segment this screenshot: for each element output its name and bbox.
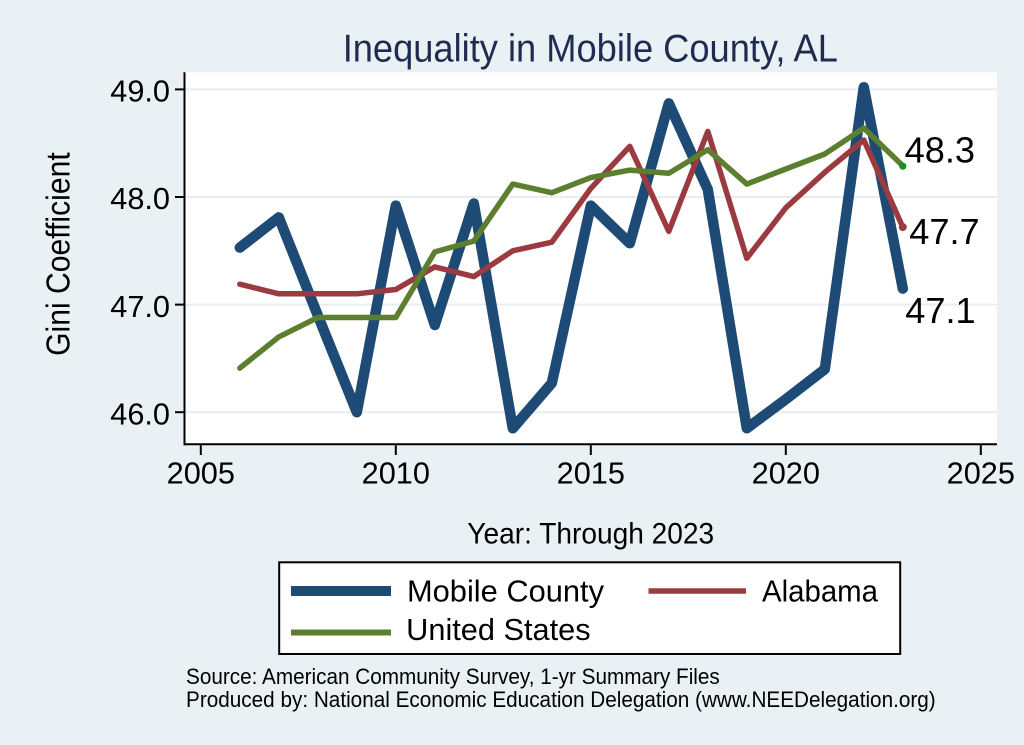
svg-text:United States: United States <box>406 613 590 647</box>
svg-text:47.7: 47.7 <box>909 211 979 252</box>
svg-text:Alabama: Alabama <box>762 575 878 609</box>
svg-text:Year: Through 2023: Year: Through 2023 <box>467 517 714 550</box>
svg-text:48.3: 48.3 <box>905 129 975 170</box>
svg-text:2010: 2010 <box>362 455 430 490</box>
svg-text:2020: 2020 <box>752 455 820 490</box>
svg-text:2005: 2005 <box>167 455 235 490</box>
svg-text:Produced by: National Economic: Produced by: National Economic Education… <box>186 687 936 712</box>
svg-text:47.1: 47.1 <box>905 290 975 331</box>
svg-text:46.0: 46.0 <box>110 396 170 431</box>
svg-text:Source: American Community Sur: Source: American Community Survey, 1-yr … <box>186 664 720 689</box>
svg-text:2015: 2015 <box>557 455 625 490</box>
svg-text:2025: 2025 <box>947 455 1015 490</box>
svg-text:47.0: 47.0 <box>110 289 170 324</box>
svg-text:Mobile County: Mobile County <box>407 575 605 609</box>
svg-text:Inequality in Mobile County, A: Inequality in Mobile County, AL <box>343 27 838 70</box>
svg-text:Gini Coefficient: Gini Coefficient <box>41 152 78 356</box>
svg-text:48.0: 48.0 <box>110 181 170 216</box>
svg-text:49.0: 49.0 <box>110 74 170 109</box>
